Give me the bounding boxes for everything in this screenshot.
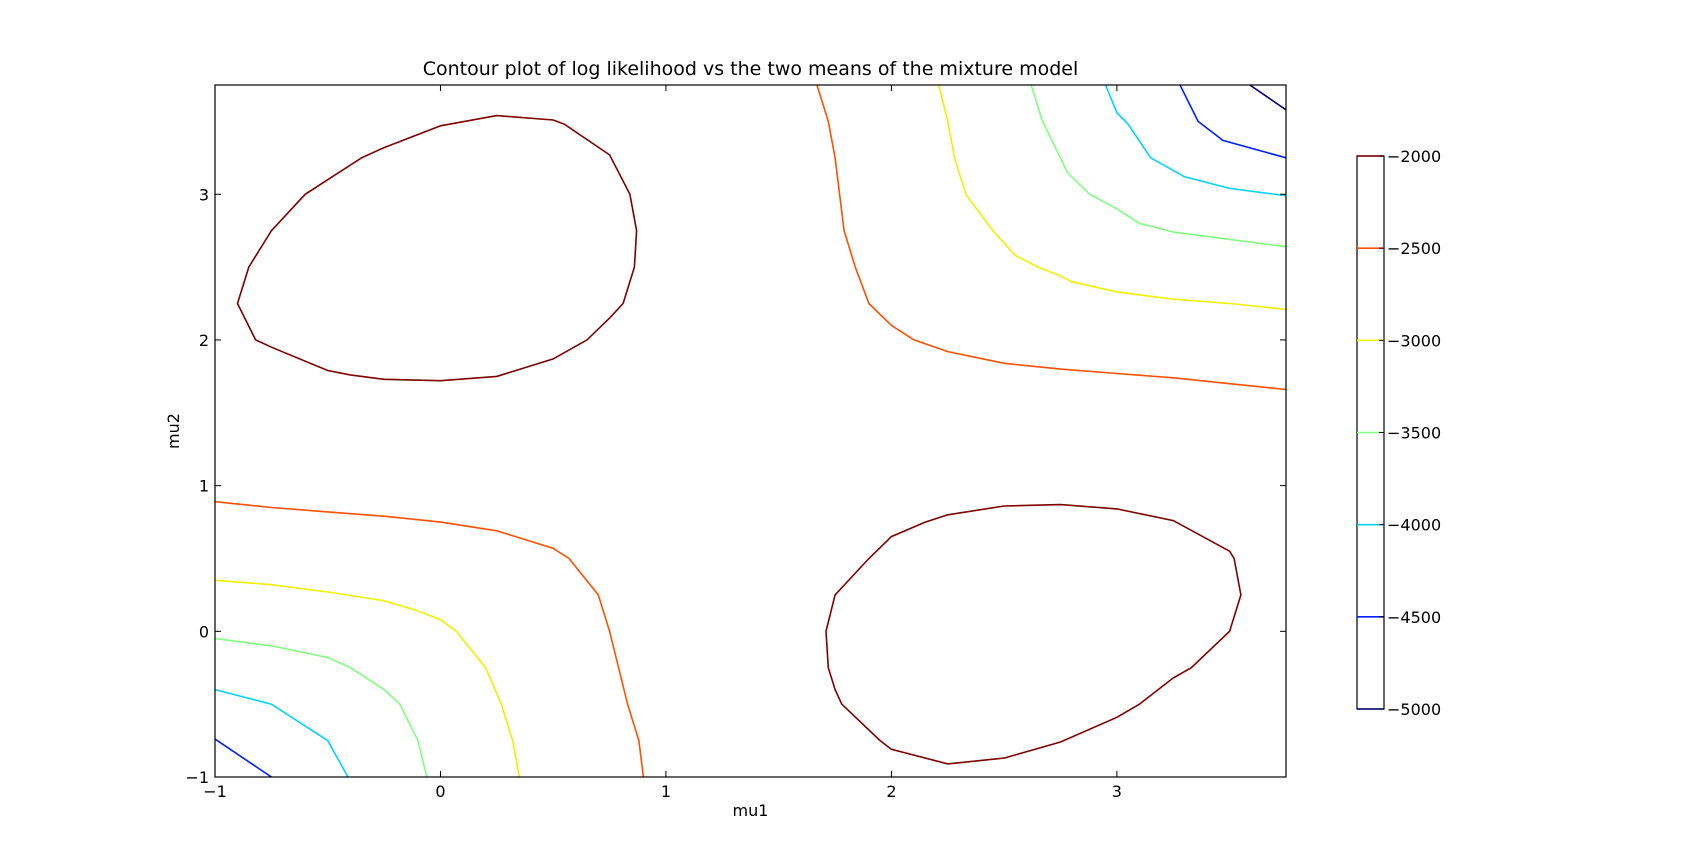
y-tick-label: 0	[199, 622, 209, 641]
x-tick-label: −1	[203, 782, 227, 801]
x-tick-label: 1	[661, 782, 671, 801]
y-tick-label: 3	[199, 185, 209, 204]
y-tick-label: 1	[199, 477, 209, 496]
contour-line	[1179, 84, 1287, 159]
colorbar-tick-label: −4000	[1387, 516, 1441, 535]
contour-line	[214, 579, 521, 778]
y-axis-label: mu2	[164, 413, 183, 449]
y-tick-label: −1	[185, 768, 209, 787]
colorbar-tick-label: −3500	[1387, 424, 1441, 443]
x-axis-label: mu1	[733, 801, 769, 820]
colorbar-tick-label: −3000	[1387, 331, 1441, 350]
axes: −1 0 1 2 3 −1 0 1 2 3	[185, 85, 1286, 801]
colorbar-tick-label: −4500	[1387, 608, 1441, 627]
y-tick-label: 2	[199, 331, 209, 350]
contour-line	[214, 688, 349, 778]
contour-line	[1030, 84, 1287, 248]
contour-line	[236, 114, 638, 382]
colorbar-tick-label: −2000	[1387, 147, 1441, 166]
chart-title: Contour plot of log likelihood vs the tw…	[423, 58, 1079, 80]
x-tick-label: 2	[886, 782, 896, 801]
contour-lines	[214, 84, 1287, 778]
contour-line	[825, 503, 1242, 765]
colorbar-tick-label: −2500	[1387, 239, 1441, 258]
contour-line	[214, 637, 428, 778]
contour-line	[816, 84, 1287, 391]
plot-area-frame	[214, 84, 1287, 778]
contour-line	[1249, 84, 1287, 111]
x-tick-label: 3	[1112, 782, 1122, 801]
x-tick-label: 0	[435, 782, 445, 801]
contour-line	[1104, 84, 1287, 197]
contour-line	[938, 84, 1287, 311]
contour-line	[214, 738, 272, 778]
colorbar-tick-label: −5000	[1387, 700, 1441, 719]
colorbar: −2000 −2500 −3000 −3500 −4000 −4500 −5000	[1356, 147, 1441, 719]
contour-line	[214, 500, 645, 778]
